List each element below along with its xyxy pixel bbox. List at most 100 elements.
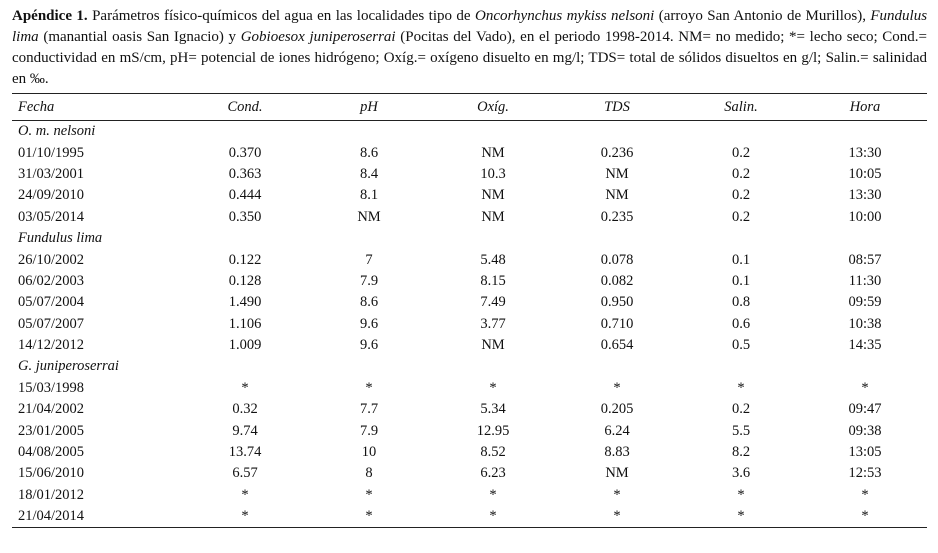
value-cell: 0.078 xyxy=(600,251,634,268)
date-cell: 26/10/2002 xyxy=(18,251,85,268)
value-cell: * xyxy=(365,379,373,396)
date-cell: 21/04/2002 xyxy=(18,401,85,418)
value-cell: 12.95 xyxy=(476,422,510,439)
value-cell: * xyxy=(861,379,869,396)
column-header: Salin. xyxy=(679,93,803,121)
caption-text: Parámetros físico-químicos del agua en l… xyxy=(87,8,475,24)
value-cell: 7.49 xyxy=(480,294,506,311)
value-cell: 5.34 xyxy=(480,401,506,418)
data-row: 15/03/1998 * * * * * * xyxy=(12,378,927,399)
data-row: 05/07/2007 1.106 9.6 3.77 0.710 0.6 10:38 xyxy=(12,314,927,335)
column-header: TDS xyxy=(555,93,679,121)
caption-text: (arroyo San Antonio de Murillos), xyxy=(654,8,871,24)
column-header: Oxíg. xyxy=(431,93,555,121)
table-body: O. m. nelsoni 01/10/1995 0.370 8.6 NM 0.236 0.… xyxy=(12,121,927,529)
value-cell: 0.1 xyxy=(731,251,751,268)
caption-text: (Pocitas del Vado), en el periodo 1998-2… xyxy=(12,29,927,87)
header-row: Fecha Cond. pH Oxíg. TDS Salin. Hora xyxy=(12,93,927,121)
value-cell: 1.490 xyxy=(228,294,262,311)
value-cell: NM xyxy=(481,187,505,204)
value-cell: 10.3 xyxy=(480,165,506,182)
value-cell: 5.48 xyxy=(480,251,506,268)
value-cell: 0.6 xyxy=(731,315,751,332)
group-name: G. juniperoserrai xyxy=(18,358,119,375)
value-cell: 13.74 xyxy=(228,444,262,461)
value-cell: 0.122 xyxy=(228,251,262,268)
value-cell: * xyxy=(241,379,249,396)
value-cell: 0.082 xyxy=(600,272,634,289)
data-row: 06/02/2003 0.128 7.9 8.15 0.082 0.1 11:30 xyxy=(12,271,927,292)
value-cell: 0.350 xyxy=(228,208,262,225)
value-cell: 5.5 xyxy=(731,422,751,439)
value-cell: * xyxy=(737,486,745,503)
value-cell: 14:35 xyxy=(848,337,882,354)
value-cell: 13:05 xyxy=(848,444,882,461)
value-cell: 3.6 xyxy=(731,465,751,482)
date-cell: 06/02/2003 xyxy=(18,272,85,289)
value-cell: 10:05 xyxy=(848,165,882,182)
species-name: Oncorhynchus mykiss nelsoni xyxy=(474,8,655,24)
date-cell: 04/08/2005 xyxy=(18,444,85,461)
value-cell: 8.6 xyxy=(359,294,379,311)
value-cell: 0.370 xyxy=(228,144,262,161)
value-cell: 8 xyxy=(365,465,373,482)
value-cell: 08:57 xyxy=(848,251,882,268)
value-cell: * xyxy=(183,506,307,529)
value-cell: NM xyxy=(357,208,381,225)
group-name: O. m. nelsoni xyxy=(18,123,96,140)
value-cell: 8.6 xyxy=(359,144,379,161)
column-header: Hora xyxy=(803,93,927,121)
date-cell: 18/01/2012 xyxy=(18,486,85,503)
data-row: 24/09/2010 0.444 8.1 NM NM 0.2 13:30 xyxy=(12,185,927,206)
value-cell: 13:30 xyxy=(848,187,882,204)
value-cell: 8.15 xyxy=(480,272,506,289)
value-cell: 0.2 xyxy=(731,208,751,225)
value-cell: 09:38 xyxy=(848,422,882,439)
value-cell: 0.235 xyxy=(600,208,634,225)
value-cell: 09:47 xyxy=(848,401,882,418)
value-cell: 6.24 xyxy=(604,422,630,439)
species-name: Fundulus lima xyxy=(12,8,928,45)
column-header: pH xyxy=(307,93,431,121)
value-cell: 8.52 xyxy=(480,444,506,461)
value-cell: 13:30 xyxy=(848,144,882,161)
value-cell: 7 xyxy=(365,251,373,268)
value-cell: * xyxy=(431,506,555,529)
value-cell: * xyxy=(737,379,745,396)
value-cell: * xyxy=(489,486,497,503)
date-cell: 03/05/2014 xyxy=(18,208,85,225)
data-row: 26/10/2002 0.122 7 5.48 0.078 0.1 08:57 xyxy=(12,249,927,270)
data-row: 21/04/2014 * * * * * * xyxy=(12,506,927,529)
value-cell: 10 xyxy=(361,444,377,461)
value-cell: 1.106 xyxy=(228,315,262,332)
value-cell: 12:53 xyxy=(848,465,882,482)
group-row: Fundulus lima xyxy=(12,228,927,249)
value-cell: 9.6 xyxy=(359,337,379,354)
value-cell: 7.9 xyxy=(359,272,379,289)
data-row: 14/12/2012 1.009 9.6 NM 0.654 0.5 14:35 xyxy=(12,335,927,356)
date-cell: 14/12/2012 xyxy=(18,337,85,354)
value-cell: 0.2 xyxy=(731,187,751,204)
value-cell: 0.128 xyxy=(228,272,262,289)
date-cell: 05/07/2007 xyxy=(18,315,85,332)
value-cell: 8.83 xyxy=(604,444,630,461)
value-cell: 9.6 xyxy=(359,315,379,332)
value-cell: 0.2 xyxy=(731,165,751,182)
value-cell: * xyxy=(613,379,621,396)
value-cell: 7.7 xyxy=(359,401,379,418)
caption: Apéndice 1. Parámetros físico-químicos d… xyxy=(12,6,927,90)
date-cell: 31/03/2001 xyxy=(18,165,85,182)
value-cell: 0.8 xyxy=(731,294,751,311)
value-cell: * xyxy=(489,379,497,396)
data-row: 23/01/2005 9.74 7.9 12.95 6.24 5.5 09:38 xyxy=(12,420,927,441)
value-cell: 1.009 xyxy=(228,337,262,354)
value-cell: NM xyxy=(481,337,505,354)
date-cell: 15/03/1998 xyxy=(18,379,85,396)
caption-label: Apéndice 1. xyxy=(12,8,88,24)
data-table: Fecha Cond. pH Oxíg. TDS Salin. Hora O. m. nel… xyxy=(12,93,927,529)
data-row: 01/10/1995 0.370 8.6 NM 0.236 0.2 13:30 xyxy=(12,142,927,163)
data-row: 04/08/2005 13.74 10 8.52 8.83 8.2 13:05 xyxy=(12,442,927,463)
date-cell: 23/01/2005 xyxy=(18,422,85,439)
value-cell: 0.205 xyxy=(600,401,634,418)
